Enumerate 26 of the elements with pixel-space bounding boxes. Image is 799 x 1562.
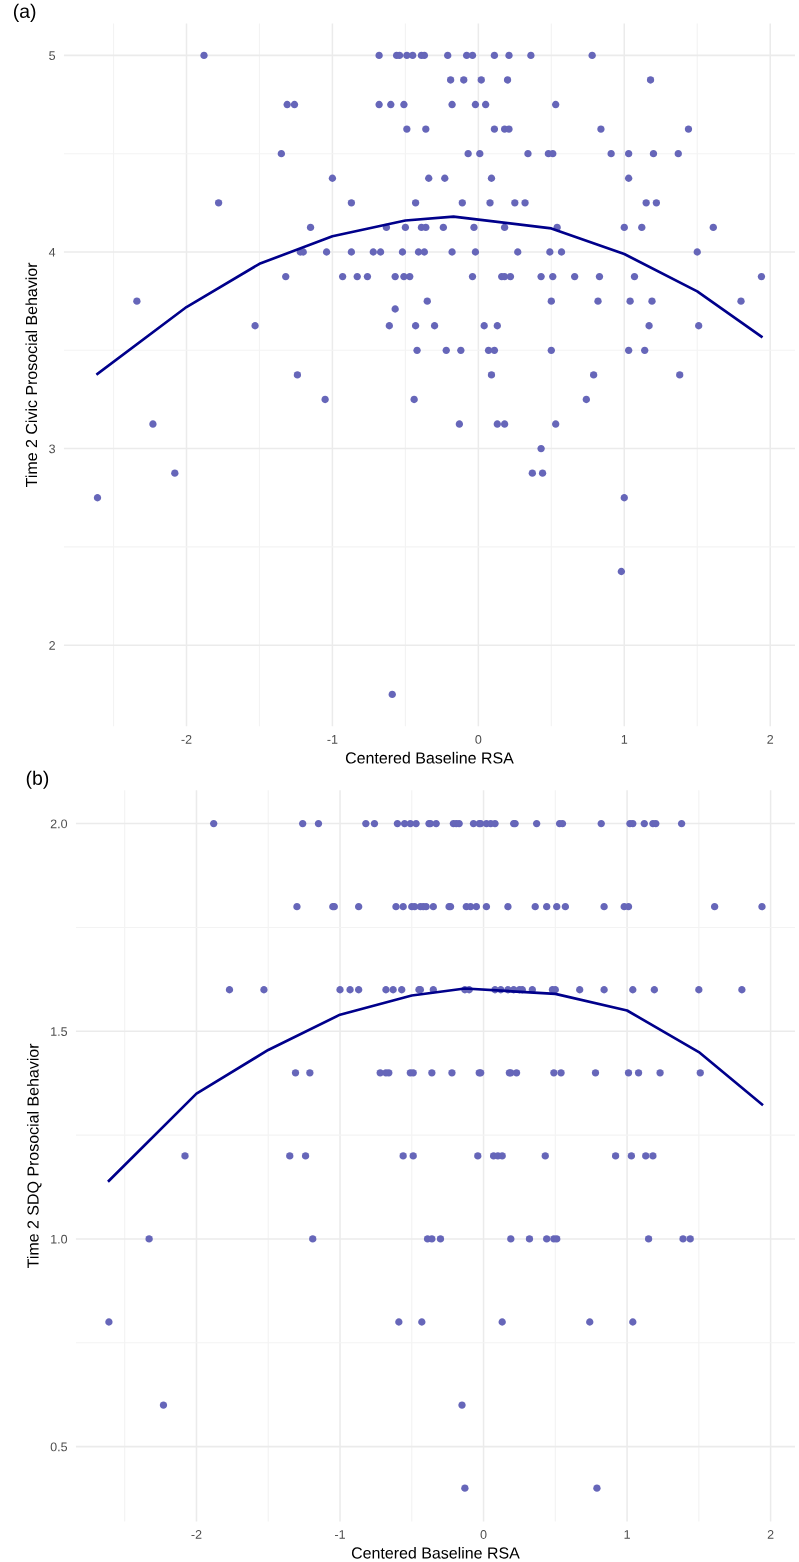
y-axis-title: Time 2 SDQ Prosocial Behavior <box>26 1043 42 1268</box>
x-tick-label: 0 <box>475 734 482 744</box>
y-tick-label: 5 <box>49 51 56 61</box>
y-tick-label: 4 <box>48 247 56 257</box>
x-tick-label: -2 <box>191 1530 202 1539</box>
x-tick-label: 2 <box>767 1530 774 1539</box>
x-tick-label: -2 <box>181 734 192 744</box>
x-tick-label: 0 <box>480 1530 487 1539</box>
x-tick-label: 2 <box>767 734 774 744</box>
chart-title: (a) <box>13 3 36 22</box>
y-tick-label: 1.0 <box>51 1234 68 1244</box>
line-series <box>96 215 763 376</box>
x-tick-label: -1 <box>327 735 338 744</box>
x-tick-label: -1 <box>335 1530 345 1539</box>
y-tick-label: 0.5 <box>50 1442 68 1452</box>
y-axis-title: Time 2 Civic Prosocial Behavior <box>25 262 38 487</box>
y-tick-label: 3 <box>49 444 56 454</box>
line-series <box>107 987 764 1183</box>
y-tick-label: 2 <box>49 641 55 650</box>
x-tick-label: 1 <box>621 735 628 744</box>
x-axis-title: Centered Baseline RSA <box>345 751 514 764</box>
x-tick-label: 1 <box>624 1530 630 1539</box>
chart-title: (b) <box>26 770 49 789</box>
y-tick-label: 2.0 <box>50 819 68 829</box>
x-axis-title: Centered Baseline RSA <box>351 1546 520 1559</box>
y-tick-label: 1.5 <box>51 1027 68 1036</box>
